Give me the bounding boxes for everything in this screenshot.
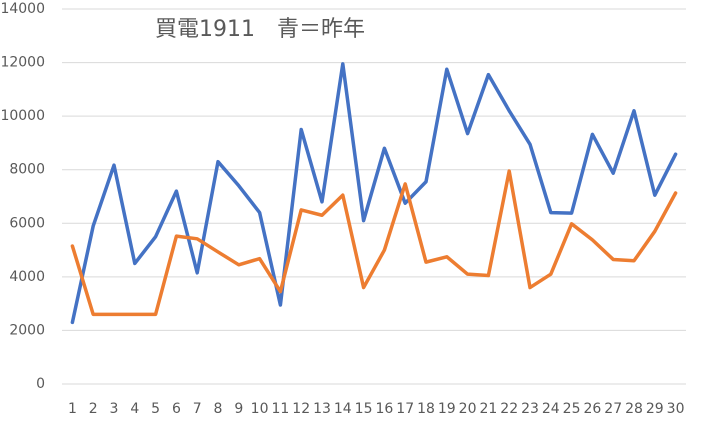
- x-tick-label: 20: [459, 401, 477, 417]
- y-tick-label: 4000: [9, 269, 45, 285]
- x-tick-label: 13: [313, 401, 331, 417]
- series-line: [70, 62, 678, 325]
- x-tick-label: 22: [500, 401, 518, 417]
- x-tick-label: 7: [193, 401, 202, 417]
- series-line: [70, 169, 678, 317]
- x-tick-label: 28: [625, 401, 643, 417]
- y-tick-label: 0: [36, 376, 45, 392]
- y-tick-label: 2000: [9, 322, 45, 338]
- x-tick-label: 26: [583, 401, 601, 417]
- x-tick-label: 29: [646, 401, 664, 417]
- x-tick-label: 23: [521, 401, 539, 417]
- x-tick-label: 15: [355, 401, 373, 417]
- x-tick-label: 21: [479, 401, 497, 417]
- x-tick-label: 2: [89, 401, 98, 417]
- x-tick-label: 11: [271, 401, 289, 417]
- x-tick-label: 4: [130, 401, 139, 417]
- x-tick-label: 27: [604, 401, 622, 417]
- x-tick-label: 10: [251, 401, 269, 417]
- y-tick-label: 6000: [9, 215, 45, 231]
- x-tick-label: 19: [438, 401, 456, 417]
- x-tick-label: 18: [417, 401, 435, 417]
- x-tick-label: 6: [172, 401, 181, 417]
- x-tick-label: 9: [234, 401, 243, 417]
- x-tick-label: 5: [151, 401, 160, 417]
- y-tick-label: 8000: [9, 162, 45, 178]
- y-tick-label: 10000: [0, 108, 45, 124]
- x-tick-label: 30: [667, 401, 685, 417]
- chart-title: 買電1911 青＝昨年: [155, 17, 365, 42]
- y-tick-label: 14000: [0, 1, 45, 17]
- x-tick-label: 12: [292, 401, 310, 417]
- x-tick-label: 1: [68, 401, 77, 417]
- x-tick-label: 25: [563, 401, 581, 417]
- x-tick-label: 3: [110, 401, 119, 417]
- x-tick-label: 16: [375, 401, 393, 417]
- x-tick-label: 17: [396, 401, 414, 417]
- x-tick-label: 8: [214, 401, 223, 417]
- x-tick-label: 24: [542, 401, 560, 417]
- x-tick-label: 14: [334, 401, 352, 417]
- y-tick-label: 12000: [0, 55, 45, 71]
